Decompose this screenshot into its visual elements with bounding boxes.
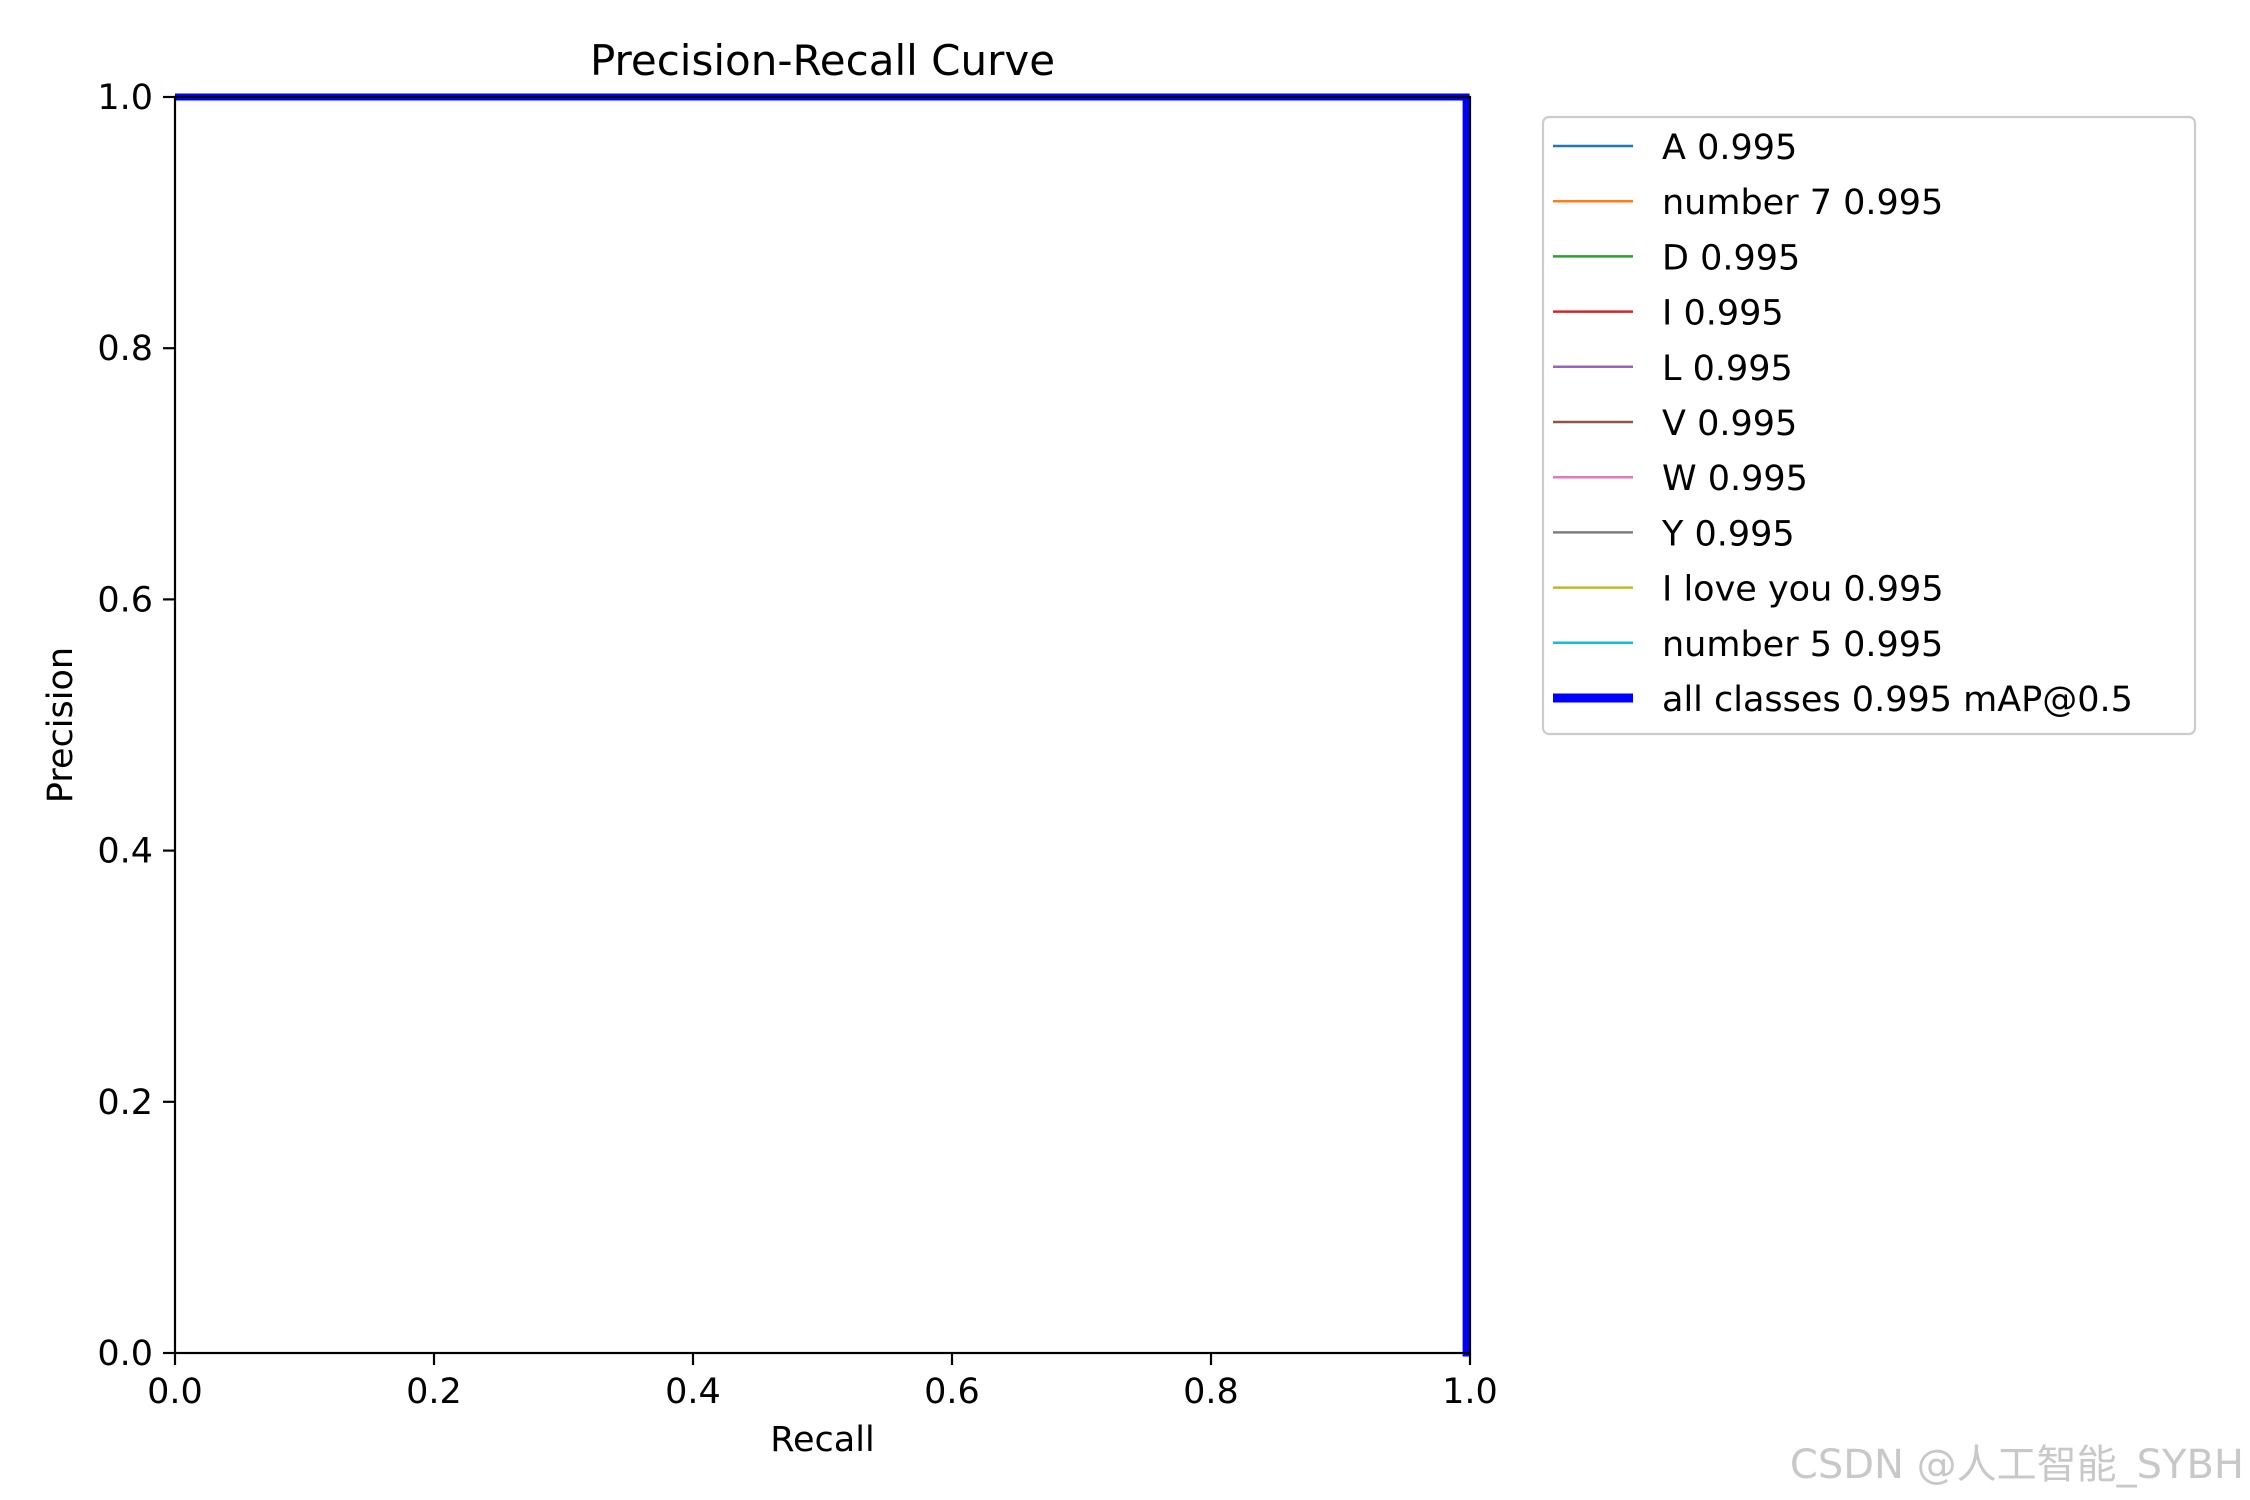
legend-label-8: I love you 0.995: [1662, 570, 1944, 610]
ticks-layer: 0.0 0.2 0.4 0.6 0.8 1.0 0.0 0.2 0.4 0.6 0.8 1.0: [97, 78, 1498, 1412]
legend-label-9: number 5 0.995: [1662, 625, 1943, 665]
legend-label-4: L 0.995: [1662, 349, 1793, 389]
legend: A 0.995 number 7 0.995 D 0.995 I 0.995 L 0.9…: [1541, 115, 2197, 736]
y-tick-label: 0.2: [97, 1083, 153, 1123]
x-tick-label: 0.4: [665, 1372, 721, 1412]
x-tick-label: 0.2: [406, 1372, 462, 1412]
watermark-text: CSDN @人工智能_SYBH: [1789, 1442, 2244, 1488]
legend-label-2: D 0.995: [1662, 238, 1800, 278]
legend-label-6: W 0.995: [1662, 459, 1808, 499]
chart-title: Precision-Recall Curve: [590, 36, 1055, 85]
x-tick-label: 0.0: [147, 1372, 203, 1412]
y-tick-label: 0.8: [97, 329, 153, 369]
x-tick-label: 1.0: [1442, 1372, 1498, 1412]
legend-label-3: I 0.995: [1662, 294, 1784, 334]
x-tick-label: 0.6: [924, 1372, 980, 1412]
y-tick-label: 0.6: [97, 580, 153, 620]
y-tick-label: 0.0: [97, 1334, 153, 1374]
legend-label-0: A 0.995: [1662, 128, 1797, 168]
legend-label-7: Y 0.995: [1661, 514, 1795, 554]
legend-label-1: number 7 0.995: [1662, 183, 1943, 223]
x-tick-label: 0.8: [1183, 1372, 1239, 1412]
plot-frame: [173, 95, 1472, 1355]
y-tick-label: 0.4: [97, 832, 153, 872]
y-tick-label: 1.0: [97, 78, 153, 118]
y-axis-label: Precision: [41, 647, 81, 803]
legend-label-10: all classes 0.995 mAP@0.5: [1662, 680, 2133, 720]
x-axis-label: Recall: [770, 1420, 874, 1460]
legend-box: [1541, 115, 2197, 736]
legend-label-5: V 0.995: [1662, 404, 1797, 444]
